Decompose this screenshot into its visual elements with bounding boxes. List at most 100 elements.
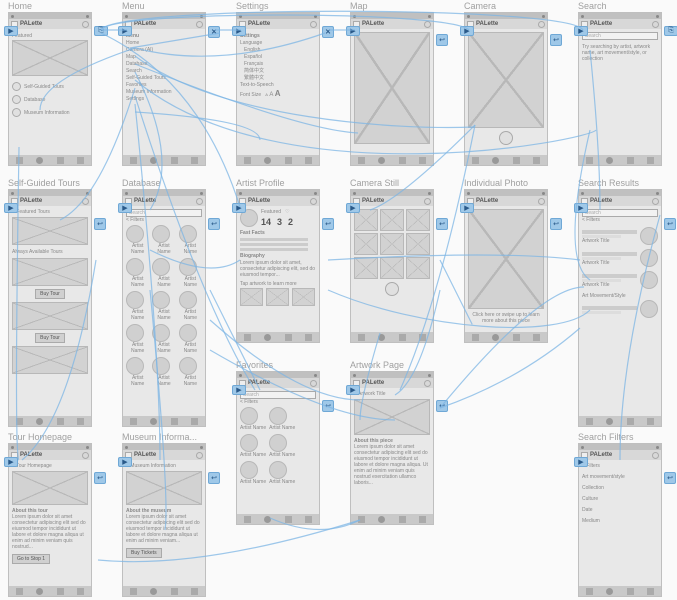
header-action-icon[interactable] <box>196 198 203 205</box>
hotspot-24[interactable]: ▶ <box>232 385 246 395</box>
tab-list-icon[interactable] <box>285 334 292 341</box>
tab-list-icon[interactable] <box>627 157 634 164</box>
filter-1[interactable]: Collection <box>582 485 658 491</box>
cam-thumb-6[interactable] <box>354 257 378 279</box>
result-row-0[interactable]: Artwork Title <box>582 227 658 245</box>
tab-list-icon[interactable] <box>399 516 406 523</box>
shutter-button[interactable] <box>385 282 399 296</box>
hotspot-21[interactable]: ↩ <box>550 218 562 230</box>
tab-map-icon[interactable] <box>16 588 23 595</box>
hotspot-32[interactable]: ▶ <box>574 457 588 467</box>
filter-4[interactable]: Medium <box>582 518 658 524</box>
buy-tickets[interactable]: Buy Tickets <box>126 548 162 558</box>
menu-item-0[interactable]: Home <box>126 40 202 46</box>
tab-map-icon[interactable] <box>358 334 365 341</box>
featured-image[interactable] <box>12 40 88 76</box>
cam-thumb-5[interactable] <box>406 233 430 255</box>
tab-map-icon[interactable] <box>16 157 23 164</box>
buy-tour-1[interactable]: Buy Tour <box>35 289 65 299</box>
tab-camera-icon[interactable] <box>378 516 385 523</box>
tab-search-icon[interactable] <box>305 334 312 341</box>
tab-camera-icon[interactable] <box>36 418 43 425</box>
fav-artist[interactable] <box>269 407 287 425</box>
tour-3[interactable] <box>12 346 88 374</box>
hotspot-1[interactable]: ⎘ <box>94 26 108 36</box>
tab-search-icon[interactable] <box>191 588 198 595</box>
artist-avatar[interactable] <box>179 258 197 276</box>
tab-map-icon[interactable] <box>244 157 251 164</box>
tab-list-icon[interactable] <box>627 588 634 595</box>
search-input[interactable]: Search <box>582 32 658 40</box>
tab-map-icon[interactable] <box>358 516 365 523</box>
hotspot-10[interactable]: ▶ <box>574 26 588 36</box>
tab-list-icon[interactable] <box>57 418 64 425</box>
shutter-button[interactable] <box>499 131 513 145</box>
home-link-0[interactable]: Self-Guided Tours <box>12 82 88 91</box>
menu-item-4[interactable]: Search <box>126 68 202 74</box>
hotspot-0[interactable]: ▶ <box>4 26 18 36</box>
photo-large[interactable] <box>468 209 544 309</box>
tab-camera-icon[interactable] <box>264 157 271 164</box>
menu-item-5[interactable]: Self-Guided Tours <box>126 75 202 81</box>
result-row-3[interactable] <box>582 300 658 318</box>
artist-avatar[interactable] <box>179 225 197 243</box>
tab-search-icon[interactable] <box>533 334 540 341</box>
results-search[interactable]: Search <box>582 209 658 217</box>
artist-avatar[interactable] <box>179 291 197 309</box>
tab-search-icon[interactable] <box>77 157 84 164</box>
hotspot-7[interactable]: ↩ <box>436 34 448 46</box>
filter-2[interactable]: Culture <box>582 496 658 502</box>
tab-camera-icon[interactable] <box>378 157 385 164</box>
db-filters[interactable]: < Filters <box>126 217 202 223</box>
fav-search[interactable]: Search <box>240 391 316 399</box>
tab-search-icon[interactable] <box>419 157 426 164</box>
header-action-icon[interactable] <box>538 198 545 205</box>
tab-map-icon[interactable] <box>586 157 593 164</box>
tab-search-icon[interactable] <box>647 588 654 595</box>
tab-map-icon[interactable] <box>472 157 479 164</box>
buy-tour-2[interactable]: Buy Tour <box>35 333 65 343</box>
photo-caption[interactable]: Click here or swipe up to learn more abo… <box>468 312 544 324</box>
tab-list-icon[interactable] <box>513 334 520 341</box>
menu-item-3[interactable]: Database <box>126 61 202 67</box>
tab-list-icon[interactable] <box>627 418 634 425</box>
tab-map-icon[interactable] <box>16 418 23 425</box>
filter-0[interactable]: Art movement/style <box>582 474 658 480</box>
header-action-icon[interactable] <box>652 198 659 205</box>
tab-camera-icon[interactable] <box>606 588 613 595</box>
tab-list-icon[interactable] <box>513 157 520 164</box>
tab-camera-icon[interactable] <box>492 157 499 164</box>
language-0[interactable]: English <box>240 47 316 53</box>
hotspot-25[interactable]: ↩ <box>322 400 334 412</box>
tab-list-icon[interactable] <box>399 334 406 341</box>
artist-avatar[interactable] <box>126 225 144 243</box>
cam-thumb-7[interactable] <box>380 257 404 279</box>
artist-avatar[interactable] <box>152 324 170 342</box>
tab-camera-icon[interactable] <box>150 588 157 595</box>
artist-avatar[interactable] <box>152 291 170 309</box>
artist-avatar[interactable] <box>179 324 197 342</box>
tab-map-icon[interactable] <box>244 334 251 341</box>
menu-item-7[interactable]: Museum Information <box>126 89 202 95</box>
hotspot-6[interactable]: ▶ <box>346 26 360 36</box>
header-action-icon[interactable] <box>538 21 545 28</box>
hotspot-22[interactable]: ▶ <box>574 203 588 213</box>
hotspot-4[interactable]: ▶ <box>232 26 246 36</box>
tab-search-icon[interactable] <box>77 588 84 595</box>
artist-avatar[interactable] <box>152 225 170 243</box>
result-row-1[interactable]: Artwork Title <box>582 249 658 267</box>
fav-artist[interactable] <box>240 407 258 425</box>
tab-camera-icon[interactable] <box>606 157 613 164</box>
menu-item-6[interactable]: Favorites <box>126 82 202 88</box>
header-action-icon[interactable] <box>424 380 431 387</box>
tab-search-icon[interactable] <box>305 516 312 523</box>
fav-filters[interactable]: < Filters <box>240 399 316 405</box>
header-action-icon[interactable] <box>310 198 317 205</box>
tab-camera-icon[interactable] <box>150 418 157 425</box>
tab-search-icon[interactable] <box>419 334 426 341</box>
artist-avatar[interactable] <box>126 291 144 309</box>
hotspot-13[interactable]: ↩ <box>94 218 106 230</box>
artist-avatar[interactable] <box>152 357 170 375</box>
tab-map-icon[interactable] <box>358 157 365 164</box>
home-link-2[interactable]: Museum Information <box>12 108 88 117</box>
